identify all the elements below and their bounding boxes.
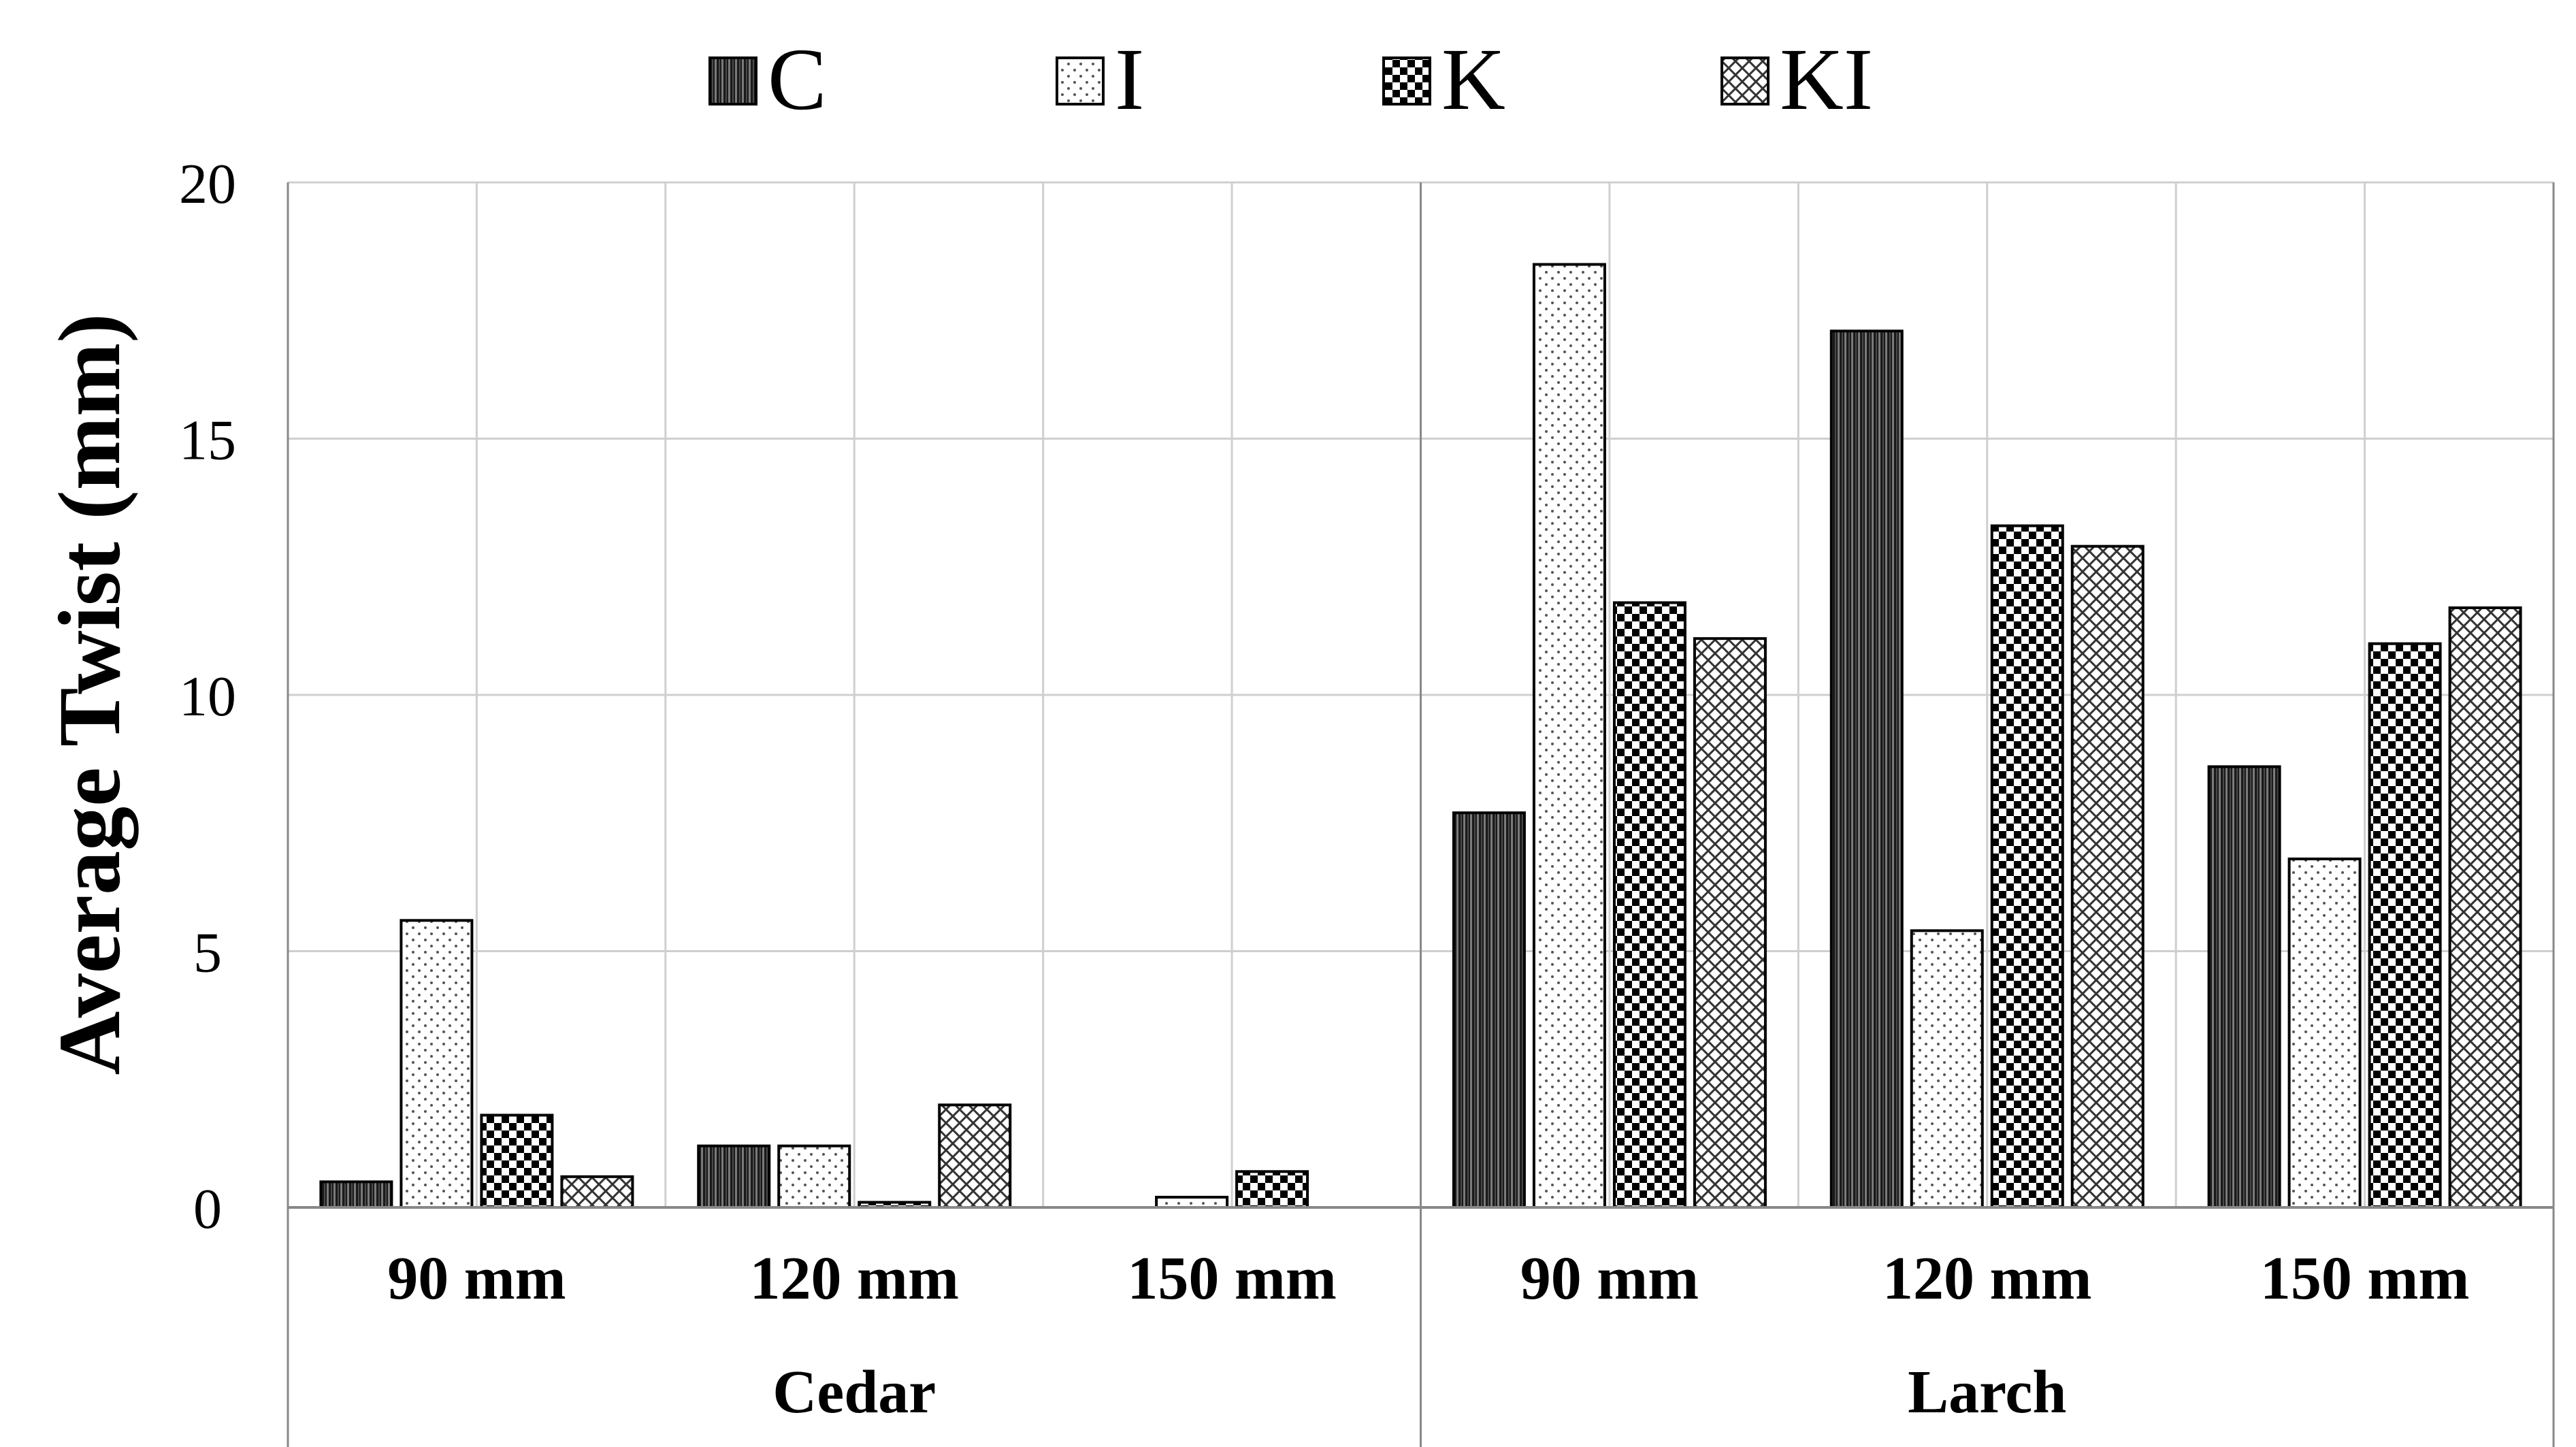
bar-KI-larch-5 <box>2448 606 2522 1209</box>
bar-K-larch-4 <box>1990 524 2064 1209</box>
bar-K-cedar-0 <box>480 1113 554 1209</box>
legend-swatch-I <box>1056 56 1105 105</box>
y-tick-label: 20 <box>179 152 236 216</box>
legend-swatch-C <box>708 56 757 105</box>
bar-C-cedar-1 <box>697 1144 771 1209</box>
bar-KI-larch-3 <box>1693 637 1767 1209</box>
bar-K-larch-3 <box>1612 601 1686 1209</box>
legend-label-K: K <box>1441 31 1505 129</box>
grid <box>288 181 2554 1207</box>
x-category-label: 90 mm <box>1520 1245 1699 1312</box>
legend-swatch-KI <box>1721 56 1770 105</box>
x-category-label: 150 mm <box>2260 1245 2469 1312</box>
axes: 0 5 10 15 20 90 mm 120 mm 150 mm 90 mm 120 mm 150 … <box>179 152 2555 1447</box>
x-category-label: 120 mm <box>750 1245 959 1312</box>
x-category-label: 90 mm <box>387 1245 566 1312</box>
y-tick-label: 10 <box>179 665 236 728</box>
x-group-label: Larch <box>1908 1359 2066 1426</box>
y-tick-label: 5 <box>193 922 222 985</box>
bar-C-larch-3 <box>1452 811 1526 1209</box>
x-category-label: 120 mm <box>1882 1245 2091 1312</box>
bar-C-cedar-0 <box>319 1180 393 1209</box>
bar-I-larch-3 <box>1532 263 1606 1209</box>
y-axis-label: Average Twist (mm) <box>41 313 139 1075</box>
bar-KI-cedar-1 <box>938 1103 1012 1209</box>
bar-I-larch-5 <box>2287 857 2362 1209</box>
legend: C I K KI <box>708 31 1873 129</box>
bar-KI-larch-4 <box>2070 544 2145 1209</box>
bar-I-cedar-1 <box>777 1144 851 1209</box>
y-tick-label: 15 <box>179 409 236 472</box>
legend-label-C: C <box>768 31 827 129</box>
bar-K-larch-5 <box>2368 642 2442 1209</box>
bars <box>319 263 2522 1209</box>
bar-C-larch-4 <box>1829 329 1904 1209</box>
bar-KI-cedar-0 <box>560 1175 634 1209</box>
x-category-label: 150 mm <box>1127 1245 1336 1312</box>
bar-I-cedar-2 <box>1155 1195 1229 1209</box>
legend-label-I: I <box>1115 31 1144 129</box>
bar-I-cedar-0 <box>400 919 474 1209</box>
bar-C-larch-5 <box>2207 765 2281 1209</box>
y-tick-label: 0 <box>193 1177 222 1241</box>
bar-I-larch-4 <box>1910 929 1984 1209</box>
x-group-label: Cedar <box>772 1359 936 1426</box>
legend-label-KI: KI <box>1780 31 1873 129</box>
bar-K-cedar-2 <box>1235 1170 1309 1209</box>
legend-swatch-K <box>1382 56 1431 105</box>
